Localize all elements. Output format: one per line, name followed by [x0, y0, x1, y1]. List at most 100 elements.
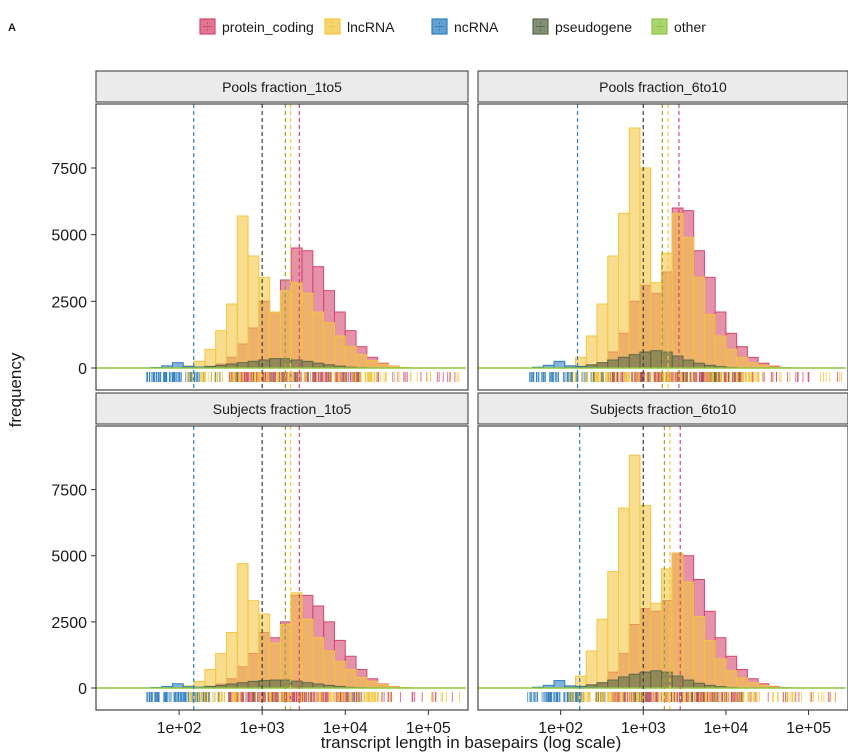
facet-strip-label: Subjects fraction_6to10 — [590, 401, 737, 417]
facet-strip-label: Subjects fraction_1to5 — [213, 401, 352, 417]
bar-lncRNA — [344, 346, 357, 369]
bar-lncRNA — [671, 552, 684, 689]
bar-lncRNA — [736, 677, 748, 689]
bar-ncRNA — [553, 360, 566, 369]
histogram-bars — [532, 454, 791, 689]
rug-marks — [146, 372, 460, 382]
facet-panel-2: Pools fraction_6to10 — [477, 70, 848, 391]
bar-lncRNA — [333, 661, 346, 689]
bar-lncRNA — [215, 653, 227, 689]
legend-label-ncRNA: ncRNA — [454, 19, 499, 35]
bar-lncRNA — [617, 212, 630, 369]
bar-lncRNA — [258, 276, 271, 369]
panel-frame — [95, 425, 469, 711]
bar-ncRNA — [553, 680, 566, 689]
facet-panel-1: Pools fraction_1to5 0 2500 5000 7500 — [51, 70, 469, 391]
facet-strip — [477, 392, 848, 425]
rug-marks — [529, 372, 842, 382]
bar-lncRNA — [215, 330, 227, 369]
x-axis: 1e+02 1e+03 1e+04 1e+05 — [538, 710, 831, 737]
bar-lncRNA — [660, 252, 673, 369]
bar-pseudogene — [660, 671, 673, 689]
bar-lncRNA — [725, 348, 738, 369]
bar-pseudogene — [596, 362, 609, 369]
bar-lncRNA — [596, 303, 609, 369]
legend: protein_coding lncRNA ncRNA pseudogene other — [199, 18, 706, 35]
bar-pseudogene — [258, 359, 271, 369]
legend-item-protein_coding: protein_coding — [199, 18, 314, 35]
legend-label-other: other — [674, 19, 706, 35]
bar-pseudogene — [617, 356, 630, 369]
panel-frame — [95, 103, 469, 391]
bar-lncRNA — [693, 616, 705, 689]
panel-tag: A — [8, 22, 16, 34]
bar-pseudogene — [301, 682, 314, 689]
y-tick-label: 7500 — [51, 483, 87, 500]
legend-item-lncRNA: lncRNA — [324, 18, 395, 35]
bar-pseudogene — [607, 679, 619, 689]
bar-pseudogene — [269, 358, 281, 369]
bar-pseudogene — [269, 679, 281, 689]
bar-pseudogene — [247, 680, 260, 689]
bar-lncRNA — [682, 581, 695, 689]
bar-pseudogene — [290, 680, 303, 689]
y-tick-label: 0 — [78, 361, 87, 378]
y-tick-label: 5000 — [51, 549, 87, 566]
bar-lncRNA — [660, 568, 673, 689]
legend-item-other: other — [651, 18, 706, 35]
bar-lncRNA — [366, 680, 379, 689]
rug-marks — [527, 692, 837, 702]
legend-label-pseudogene: pseudogene — [555, 19, 632, 35]
bar-pseudogene — [628, 673, 641, 689]
bar-pseudogene — [660, 351, 673, 369]
facet-panel-3: Subjects fraction_1to5 0 2500 5000 7500 1e+02… — [51, 392, 469, 737]
bar-lncRNA — [323, 650, 335, 689]
bar-lncRNA — [290, 282, 303, 369]
bar-lncRNA — [714, 335, 727, 369]
y-tick-label: 2500 — [51, 615, 87, 632]
facet-panel-4: Subjects fraction_6to10 1e+02 1e+03 1e+04 1e… — [477, 392, 848, 737]
bar-lncRNA — [301, 292, 314, 369]
bar-lncRNA — [236, 215, 249, 369]
bar-lncRNA — [225, 303, 238, 369]
bar-lncRNA — [736, 356, 748, 369]
bar-pseudogene — [247, 360, 260, 369]
facet-strip-label: Pools fraction_6to10 — [599, 79, 727, 95]
y-tick-label: 7500 — [51, 161, 87, 178]
facet-strip-label: Pools fraction_1to5 — [222, 79, 342, 95]
x-tick-label: 1e+05 — [406, 720, 451, 737]
x-tick-label: 1e+04 — [323, 720, 368, 737]
x-tick-label: 1e+05 — [786, 720, 831, 737]
bar-pseudogene — [607, 359, 619, 369]
bar-lncRNA — [366, 360, 379, 369]
histogram-bars — [532, 127, 791, 369]
bar-pseudogene — [236, 362, 249, 369]
bar-lncRNA — [312, 311, 325, 369]
bar-lncRNA — [682, 236, 695, 369]
panel-frame — [477, 425, 848, 711]
bar-lncRNA — [290, 592, 303, 689]
bar-lncRNA — [247, 255, 260, 369]
bar-lncRNA — [607, 571, 619, 689]
bar-lncRNA — [703, 639, 716, 689]
bar-lncRNA — [225, 631, 238, 689]
median-lines — [576, 104, 680, 390]
median-lines — [579, 426, 681, 710]
bar-lncRNA — [746, 682, 759, 689]
y-tick-label: 2500 — [51, 294, 87, 311]
bar-lncRNA — [247, 600, 260, 689]
panel-frame — [477, 103, 848, 391]
bar-lncRNA — [585, 650, 598, 689]
bar-lncRNA — [355, 354, 368, 369]
facet-strip — [477, 70, 848, 103]
x-tick-label: 1e+02 — [157, 720, 202, 737]
rug-marks — [146, 692, 461, 702]
bar-pseudogene — [628, 354, 641, 369]
bar-pseudogene — [650, 350, 662, 369]
bar-lncRNA — [607, 255, 619, 369]
bar-lncRNA — [333, 335, 346, 369]
bar-lncRNA — [301, 618, 314, 689]
bar-lncRNA — [596, 618, 609, 689]
